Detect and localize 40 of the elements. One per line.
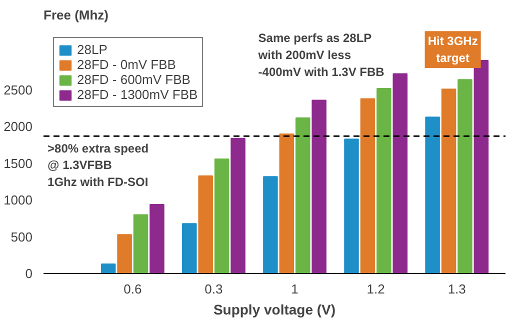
bar xyxy=(458,79,472,274)
bar xyxy=(441,88,456,274)
y-tick-label: 2000 xyxy=(4,119,32,134)
bar xyxy=(150,204,164,274)
y-tick-label: 0 xyxy=(25,266,33,281)
bar xyxy=(198,175,213,274)
bar xyxy=(360,98,376,274)
bar xyxy=(312,100,326,274)
y-axis-title: Free (Mhz) xyxy=(44,8,108,22)
bar xyxy=(425,116,440,274)
legend-label: 28FD - 600mV FBB xyxy=(77,72,190,87)
bar xyxy=(133,214,148,274)
x-axis-title: Supply voltage (V) xyxy=(213,302,336,318)
bar xyxy=(182,223,197,274)
bar xyxy=(279,133,294,274)
legend-label: 28FD - 1300mV FBB xyxy=(77,87,198,102)
annotation: >80% extra speed @ 1.3VFBB 1Ghz with FD-SOI xyxy=(48,141,149,189)
bar xyxy=(117,234,132,274)
y-tick-label: 1500 xyxy=(4,156,32,171)
bar xyxy=(474,60,489,274)
y-tick-label: 1000 xyxy=(4,192,32,208)
bar xyxy=(230,138,246,274)
x-tick-label: 1.2 xyxy=(366,282,385,296)
bar xyxy=(376,88,392,274)
bar xyxy=(295,117,310,274)
x-tick-label: 0.3 xyxy=(204,282,223,296)
legend-label: 28LP xyxy=(77,42,108,57)
bar xyxy=(344,138,359,274)
annotation: Same perfs as 28LP with 200mV less -400mV with 1.3V FBB xyxy=(257,31,385,79)
y-tick-label: 500 xyxy=(10,229,33,244)
x-tick-label: 0.6 xyxy=(124,282,142,296)
x-tick-label: 1 xyxy=(291,282,298,296)
bar xyxy=(100,263,116,274)
x-tick-label: 1.3 xyxy=(448,282,466,296)
annotation: Hit 3GHz target xyxy=(428,34,478,65)
bar xyxy=(214,158,230,274)
bar xyxy=(263,176,278,274)
bar xyxy=(392,73,408,274)
legend-label: 28FD - 0mV FBB xyxy=(77,57,176,72)
y-tick-label: 2500 xyxy=(4,82,32,98)
